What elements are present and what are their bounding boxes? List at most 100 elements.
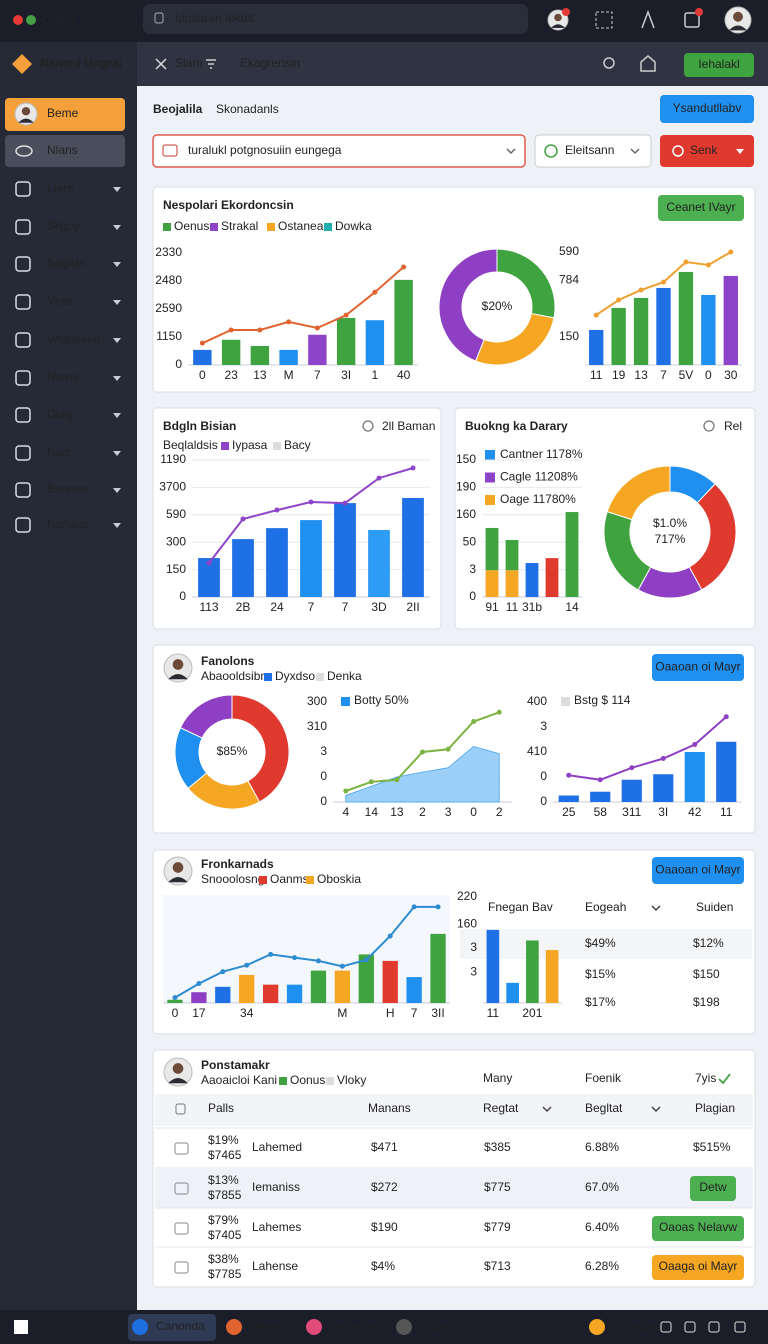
search-text: Iamlaren Iokdit: [175, 11, 254, 25]
table-cell: 6.40%: [585, 1220, 619, 1234]
menu-item-active[interactable]: [5, 98, 125, 131]
filter[interactable]: [534, 134, 652, 168]
bar: [221, 339, 241, 365]
taskbar-icon[interactable]: [306, 1319, 322, 1335]
x-tick-label: 2: [419, 805, 426, 819]
close-icon[interactable]: [155, 58, 167, 70]
line-point: [228, 327, 234, 333]
line-point: [394, 777, 400, 783]
table-cell: $471: [371, 1140, 398, 1154]
button-label: Ceanet IVayr: [666, 200, 735, 214]
table-cell: $7405: [208, 1228, 242, 1242]
chevron: [630, 148, 640, 155]
legend-swatch: [264, 673, 272, 681]
legend-swatch: [306, 876, 314, 884]
menu-item-label: Nonans: [47, 517, 88, 531]
table-cell: $15%: [585, 967, 616, 981]
menu-item-label: Sogllils: [47, 256, 85, 270]
bar: [545, 950, 559, 1003]
line-point: [723, 714, 729, 720]
legend-swatch: [163, 223, 171, 231]
icon[interactable]: [595, 11, 613, 29]
button[interactable]: [684, 53, 754, 77]
x-tick-label: 113: [199, 600, 218, 614]
table-cell: $38%: [208, 1252, 239, 1266]
menu-item-label: Dloly: [47, 407, 74, 421]
avatar-body: [168, 876, 188, 883]
legend-swatch: [485, 450, 495, 460]
button[interactable]: [660, 95, 754, 123]
home-icon[interactable]: [640, 55, 656, 72]
icon[interactable]: [641, 9, 655, 29]
icon[interactable]: [684, 12, 700, 28]
x-tick-label: 3I: [658, 805, 668, 819]
donut-center-label: 717%: [655, 532, 686, 546]
line-point: [629, 765, 635, 771]
table-cell: $4%: [371, 1259, 395, 1273]
button[interactable]: [690, 1176, 736, 1201]
row-icon: [174, 1261, 189, 1274]
tray-icon: [684, 1321, 696, 1333]
table-cell: Lahemed: [252, 1140, 302, 1154]
y-tick-label: 160: [457, 917, 477, 931]
x-tick-label: 1: [372, 368, 379, 382]
x-tick-label: 5V: [679, 368, 694, 382]
search-icon[interactable]: [603, 57, 615, 69]
search-icon[interactable]: [362, 420, 374, 432]
button[interactable]: [658, 195, 744, 221]
table-header: Palls: [208, 1101, 234, 1115]
caret: [113, 262, 121, 267]
y-tick-label: 3: [540, 719, 547, 733]
column-label: Many: [483, 1071, 512, 1085]
line-point: [196, 981, 202, 987]
legend-swatch: [485, 472, 495, 483]
menu-icon: [15, 445, 31, 461]
menu-icon: [15, 517, 31, 533]
bar: [406, 977, 422, 1003]
bar: [701, 294, 716, 365]
x-tick-label: 3D: [371, 600, 387, 614]
bar: [633, 297, 649, 365]
taskbar-icon[interactable]: [132, 1319, 148, 1335]
y-tick-label: 0: [320, 794, 327, 808]
taskbar-icon[interactable]: [589, 1319, 605, 1335]
taskbar-item-active[interactable]: [128, 1314, 216, 1341]
button[interactable]: [652, 1216, 744, 1241]
line-point: [496, 709, 502, 715]
bar: [621, 779, 642, 802]
line-point: [363, 957, 369, 963]
search-box[interactable]: [143, 4, 528, 34]
button[interactable]: [660, 135, 754, 167]
table-cell: $198: [693, 995, 720, 1009]
tray-icon: [660, 1321, 672, 1333]
button[interactable]: [652, 1255, 744, 1280]
y-tick-label: 590: [559, 244, 579, 258]
legend-label: Cantner 1178%: [500, 447, 583, 461]
y-tick-label: 150: [456, 452, 476, 466]
button[interactable]: [652, 857, 744, 884]
line-point: [240, 516, 246, 522]
search-icon[interactable]: [703, 420, 715, 432]
plot-background: [163, 895, 450, 1003]
caret: [113, 376, 121, 381]
line-point: [660, 756, 666, 761]
start-icon[interactable]: [14, 1320, 28, 1334]
taskbar-icon[interactable]: [226, 1319, 242, 1335]
x-tick-label: 201: [522, 1006, 542, 1020]
y-tick-label: 160: [456, 507, 476, 521]
line-point: [257, 327, 263, 333]
bar: [167, 999, 183, 1003]
menu-item-selected[interactable]: [5, 135, 125, 167]
avatar-body: [168, 1077, 188, 1084]
line-point: [705, 262, 711, 268]
row-icon: [174, 1222, 189, 1235]
table-cell: Lahemes: [252, 1220, 301, 1234]
sidebar: [0, 42, 137, 1310]
x-tick-label: 11: [506, 600, 519, 614]
y-tick-label: 2480: [155, 273, 182, 287]
panel: [152, 644, 756, 834]
line-point: [683, 259, 689, 265]
select[interactable]: [152, 134, 526, 168]
button[interactable]: [652, 654, 744, 681]
taskbar-icon[interactable]: [396, 1319, 412, 1335]
